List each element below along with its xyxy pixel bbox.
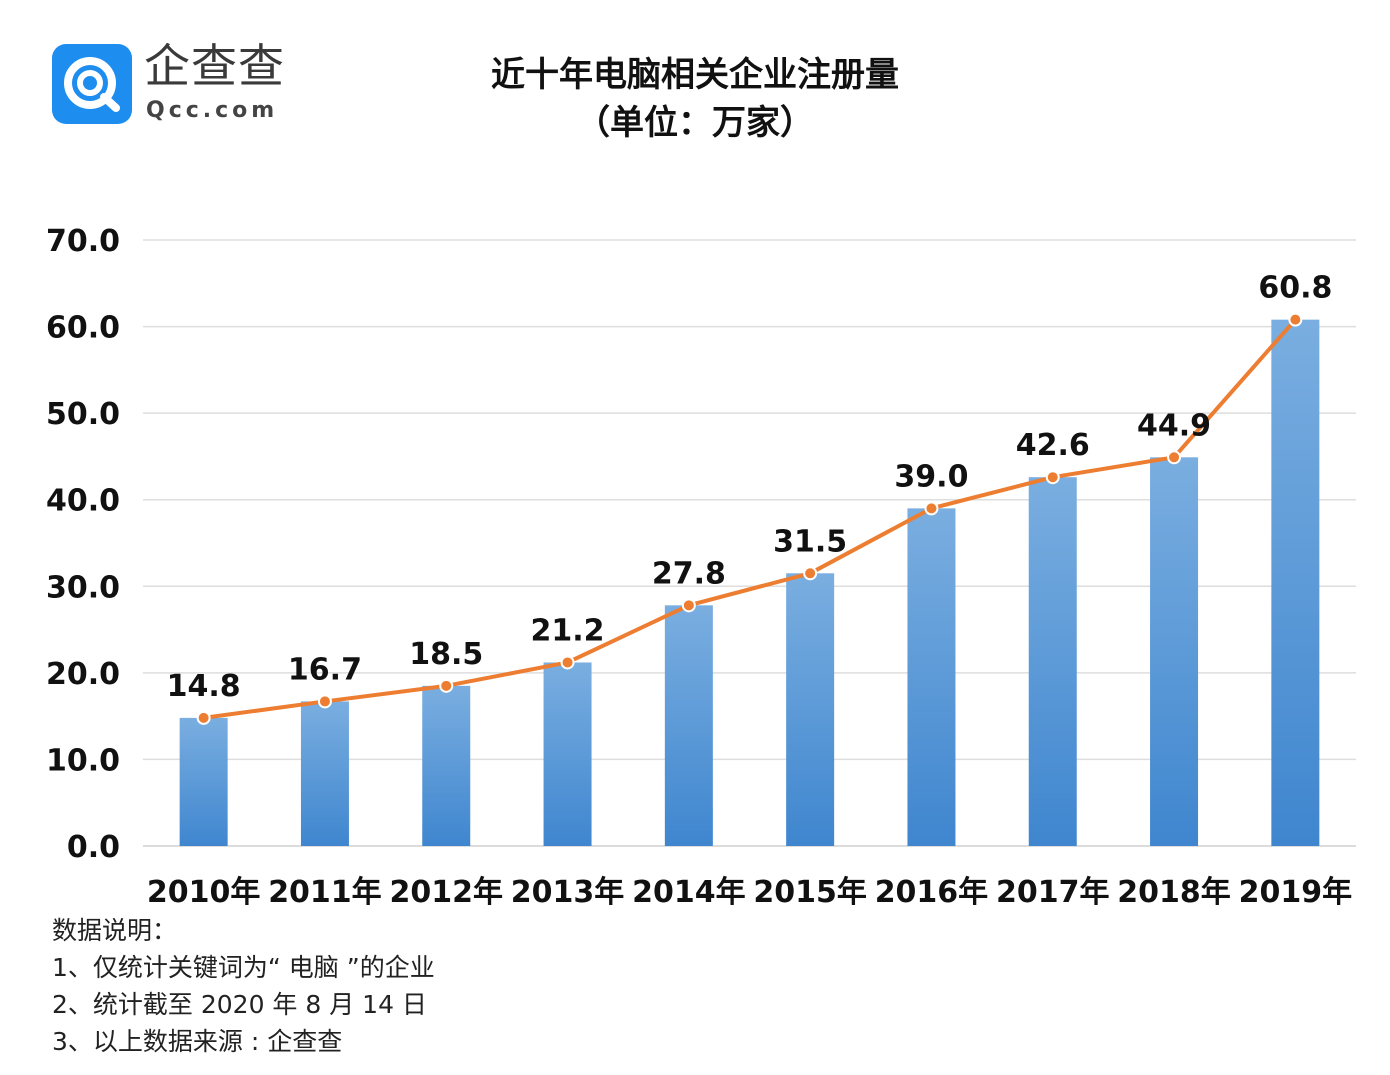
y-tick-label: 60.0 (46, 311, 120, 346)
data-label: 14.8 (167, 669, 241, 704)
line-point (681, 598, 696, 613)
data-label: 16.7 (288, 652, 362, 687)
data-label: 42.6 (1016, 428, 1090, 463)
line-point (924, 501, 939, 516)
line-point (1167, 450, 1182, 465)
line-point (317, 694, 332, 709)
data-label: 27.8 (652, 556, 726, 591)
data-label: 39.0 (894, 459, 968, 494)
line-point (196, 710, 211, 725)
notes-item: 1、仅统计关键词为“ 电脑 ”的企业 (52, 953, 435, 982)
y-tick-label: 0.0 (67, 830, 120, 865)
line-point (1288, 312, 1303, 327)
data-label: 44.9 (1137, 408, 1211, 443)
x-tick-label: 2018年 (1117, 875, 1231, 910)
logo-domain: Qcc.com (146, 98, 279, 123)
x-tick-label: 2019年 (1239, 875, 1353, 910)
notes-item: 3、以上数据来源 : 企查查 (52, 1027, 343, 1056)
bar (1150, 457, 1199, 846)
x-tick-label: 2011年 (268, 875, 382, 910)
chart-title: 近十年电脑相关企业注册量 (491, 55, 899, 95)
bar (664, 605, 713, 846)
line-point (560, 655, 575, 670)
bar (179, 717, 228, 846)
bar (786, 573, 835, 846)
y-tick-label: 10.0 (46, 743, 120, 778)
x-tick-label: 2014年 (632, 875, 746, 910)
bar (1271, 319, 1320, 846)
y-tick-label: 70.0 (46, 224, 120, 259)
x-tick-label: 2016年 (875, 875, 989, 910)
qcc-logo-icon (52, 44, 132, 124)
y-tick-label: 50.0 (46, 397, 120, 432)
y-tick-label: 20.0 (46, 657, 120, 692)
bar (422, 685, 471, 846)
series-line (203, 318, 1297, 720)
data-label: 18.5 (409, 637, 483, 672)
line-point (1045, 470, 1060, 485)
notes-item: 2、统计截至 2020 年 8 月 14 日 (52, 990, 427, 1019)
x-tick-label: 2012年 (390, 875, 504, 910)
bar (907, 508, 956, 846)
chart-subtitle: （单位：万家） (576, 103, 814, 143)
y-tick-label: 30.0 (46, 570, 120, 605)
x-tick-label: 2017年 (996, 875, 1110, 910)
bar (1028, 477, 1077, 846)
data-notes: 数据说明： 1、仅统计关键词为“ 电脑 ”的企业 2、统计截至 2020 年 8… (52, 912, 435, 1060)
bar (543, 662, 592, 846)
bar (300, 701, 349, 846)
x-tick-label: 2013年 (511, 875, 625, 910)
data-label: 60.8 (1258, 271, 1332, 306)
x-tick-label: 2010年 (147, 875, 261, 910)
line-point (803, 566, 818, 581)
line-point (439, 678, 454, 693)
notes-heading: 数据说明： (52, 916, 178, 945)
logo-name: 企查查 (144, 39, 285, 93)
y-tick-label: 40.0 (46, 484, 120, 519)
data-label: 21.2 (531, 613, 605, 648)
data-label: 31.5 (773, 524, 847, 559)
x-tick-label: 2015年 (753, 875, 867, 910)
